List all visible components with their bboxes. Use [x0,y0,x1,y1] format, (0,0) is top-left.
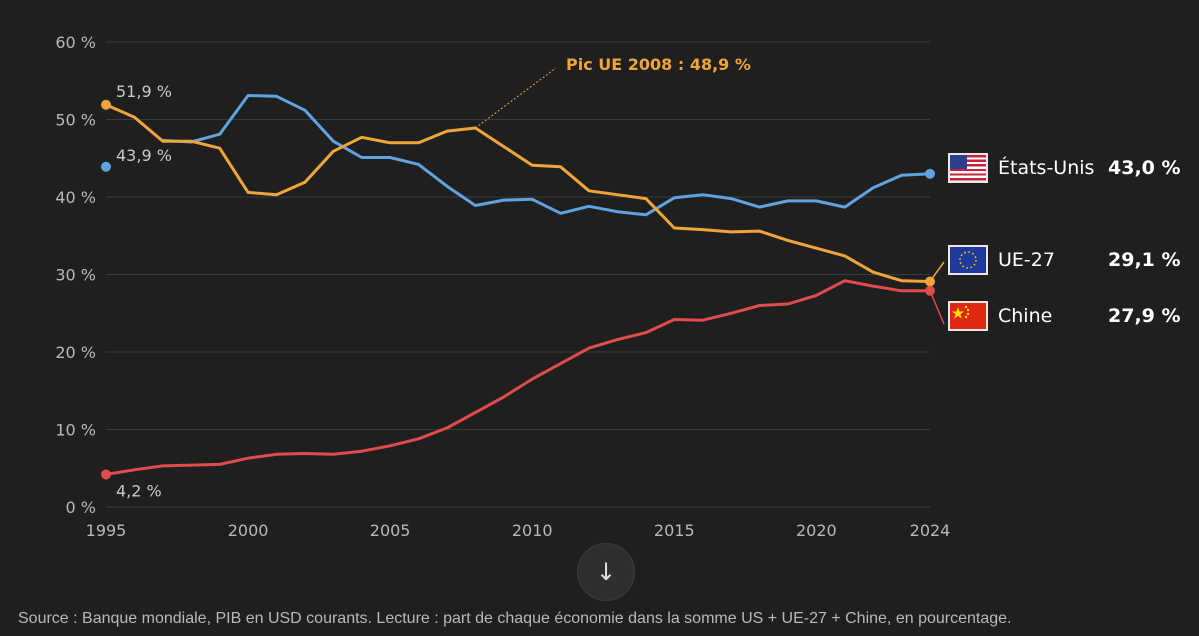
axes: 0 % 10 % 20 % 30 % 40 % 50 % 60 % 1995 2000 2005 2… [55,33,950,540]
end-point-us [925,168,935,179]
legend-item-eu: UE-27 29,1 % [948,244,1181,276]
start-label-cn: 4,2 % [116,481,162,500]
x-tick-label: 2024 [910,521,951,540]
arrow-down-icon: ↓ [595,558,617,586]
x-tick-label: 2000 [228,521,269,540]
legend-value-cn: 27,9 % [1108,305,1181,327]
y-tick-label: 0 % [66,498,96,517]
x-tick-label: 2005 [370,521,411,540]
grid [106,41,930,508]
china-flag-icon [948,301,988,331]
y-tick-label: 60 % [55,33,96,52]
x-tick-label: 2020 [796,521,837,540]
series-line-cn [104,279,932,476]
annotation-leader [475,67,557,129]
value-labels: 51,9 % 43,9 % 4,2 % Pic UE 2008 : 48,9 % [116,55,945,500]
series-line-us [161,94,932,217]
annotation-eu-peak: Pic UE 2008 : 48,9 % [566,55,751,74]
y-tick-label: 30 % [55,266,96,285]
y-tick-label: 10 % [55,421,96,440]
legend-connector-cn [929,290,945,325]
x-tick-label: 2010 [512,521,553,540]
legend-item-us: États-Unis 43,0 % [948,152,1181,184]
legend-value-us: 43,0 % [1108,157,1181,179]
source-note: Source : Banque mondiale, PIB en USD cou… [18,610,1012,627]
start-label-eu: 51,9 % [116,82,172,101]
eu-flag-icon [948,245,988,275]
start-point-eu [101,99,111,110]
start-point-cn [101,469,111,480]
legend-item-cn: Chine 27,9 % [948,300,1181,332]
y-tick-label: 50 % [55,111,96,130]
x-tick-label: 2015 [654,521,695,540]
start-point-us [101,161,111,172]
legend-name-cn: Chine [998,305,1053,327]
series-line-eu [104,103,932,283]
y-tick-label: 20 % [55,343,96,362]
x-tick-label: 1995 [86,521,127,540]
scroll-down-button[interactable]: ↓ [577,543,635,601]
legend-name-eu: UE-27 [998,249,1055,271]
us-flag-icon [948,153,988,183]
legend-value-eu: 29,1 % [1108,249,1181,271]
legend-name-us: États-Unis [998,157,1095,179]
legend-connector-eu [929,261,945,282]
start-label-us: 43,9 % [116,146,172,165]
series-lines [104,94,932,476]
y-tick-label: 40 % [55,188,96,207]
